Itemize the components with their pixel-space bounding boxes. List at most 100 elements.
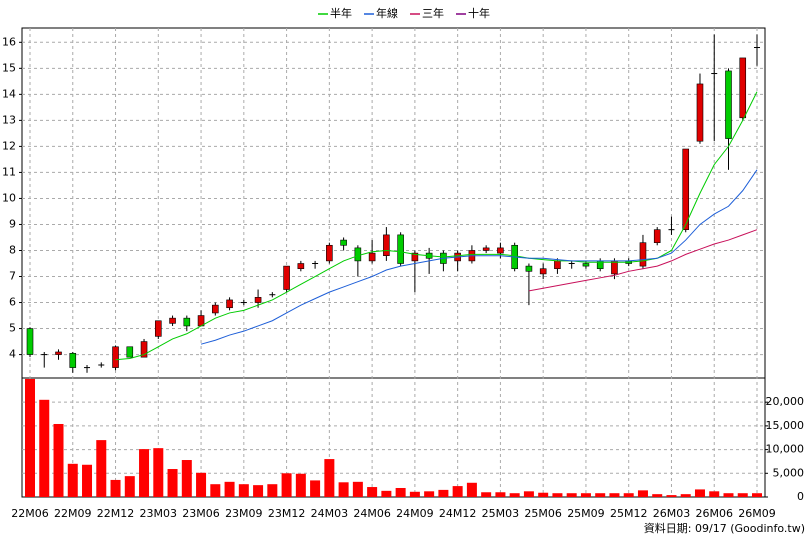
candle-body bbox=[126, 346, 134, 358]
candle-body bbox=[696, 83, 704, 142]
volume-bar bbox=[295, 473, 306, 497]
volume-bar bbox=[466, 482, 477, 497]
volume-bar bbox=[53, 423, 64, 497]
legend-label: 年線 bbox=[376, 6, 398, 20]
volume-bar bbox=[666, 495, 677, 497]
candle-body bbox=[725, 70, 732, 139]
volume-bar bbox=[167, 469, 178, 497]
y-tick-label: 11 bbox=[2, 165, 16, 178]
ma-line bbox=[528, 229, 758, 292]
x-tick-label: 26M03 bbox=[653, 507, 691, 520]
volume-bar bbox=[367, 487, 378, 497]
ma-line bbox=[200, 169, 758, 345]
y-tick-label: 4 bbox=[9, 348, 16, 361]
volume-tick-label: 5,000 bbox=[773, 466, 805, 479]
y-tick-label: 6 bbox=[9, 296, 16, 309]
volume-bar bbox=[752, 493, 762, 497]
volume-bar bbox=[595, 493, 606, 497]
volume-bar bbox=[523, 491, 534, 497]
candle-body bbox=[340, 239, 347, 246]
x-tick-label: 26M09 bbox=[738, 507, 776, 520]
candle-body bbox=[639, 242, 647, 267]
source-note: 資料日期: 09/17 (Goodinfo.tw) bbox=[644, 521, 805, 535]
volume-bar bbox=[637, 490, 648, 497]
candle-body bbox=[112, 346, 119, 368]
x-tick-label: 23M06 bbox=[182, 507, 220, 520]
volume-bar bbox=[395, 487, 406, 497]
candle-body bbox=[383, 234, 390, 256]
candle-body bbox=[653, 229, 661, 243]
candle-body bbox=[554, 260, 561, 270]
volume-bar bbox=[680, 494, 691, 497]
y-tick-label: 8 bbox=[9, 243, 16, 256]
y-tick-label: 10 bbox=[2, 191, 16, 204]
volume-bar bbox=[267, 484, 278, 497]
candle-body bbox=[26, 328, 34, 355]
candle-body bbox=[254, 297, 262, 303]
y-tick-label: 14 bbox=[2, 87, 16, 100]
candle-body bbox=[739, 57, 747, 119]
volume-bar bbox=[709, 491, 720, 497]
x-tick-label: 24M09 bbox=[396, 507, 434, 520]
candle-body bbox=[682, 148, 690, 230]
volume-bar bbox=[481, 492, 492, 497]
candle-body bbox=[69, 352, 77, 368]
volume-bar bbox=[424, 491, 435, 497]
volume-bar bbox=[623, 493, 634, 497]
candle-body bbox=[283, 265, 290, 290]
candle-body bbox=[539, 268, 547, 275]
candle-body bbox=[397, 234, 404, 264]
plot-frame bbox=[21, 27, 766, 498]
volume-bar bbox=[253, 485, 264, 497]
volume-bar bbox=[552, 493, 563, 497]
x-tick-label: 22M12 bbox=[97, 507, 135, 520]
candle-body bbox=[326, 244, 333, 262]
volume-bar bbox=[110, 479, 121, 497]
volume-bar bbox=[39, 399, 50, 497]
candle-body bbox=[354, 247, 362, 262]
volume-bar bbox=[338, 482, 349, 497]
volume-bar bbox=[210, 484, 221, 497]
legend-label: 半年 bbox=[330, 6, 352, 20]
volume-bar bbox=[438, 489, 449, 497]
volume-bar bbox=[96, 440, 107, 497]
candle-body bbox=[212, 304, 219, 314]
volume-bar bbox=[509, 493, 520, 497]
candle-body bbox=[183, 317, 191, 327]
x-tick-label: 23M09 bbox=[225, 507, 263, 520]
volume-bar bbox=[67, 463, 78, 497]
x-tick-label: 23M12 bbox=[268, 507, 306, 520]
y-tick-label: 9 bbox=[9, 217, 16, 230]
volume-bar bbox=[238, 484, 249, 497]
x-tick-label: 22M09 bbox=[54, 507, 92, 520]
candle-body bbox=[55, 351, 62, 355]
x-tick-label: 25M06 bbox=[524, 507, 562, 520]
volume-tick-label: 0 bbox=[797, 490, 804, 503]
volume-bar bbox=[580, 493, 591, 497]
volume-bar bbox=[196, 472, 207, 497]
candle-body bbox=[140, 341, 148, 358]
volume-tick-label: 20,000 bbox=[766, 395, 805, 408]
candle-body bbox=[611, 260, 618, 275]
volume-bar bbox=[694, 489, 705, 497]
volume-bar bbox=[566, 493, 577, 497]
volume-tick-label: 15,000 bbox=[766, 419, 805, 432]
volume-bar bbox=[381, 490, 392, 497]
y-tick-label: 16 bbox=[2, 35, 16, 48]
y-tick-label: 15 bbox=[2, 61, 16, 74]
x-tick-label: 24M03 bbox=[311, 507, 349, 520]
volume-bar bbox=[324, 459, 335, 497]
volume-bar bbox=[224, 481, 235, 497]
volume-bar bbox=[352, 481, 363, 497]
volume-bar bbox=[538, 492, 549, 497]
ma-line bbox=[115, 91, 758, 361]
x-tick-label: 24M12 bbox=[439, 507, 477, 520]
volume-bar bbox=[181, 460, 192, 497]
volume-bar bbox=[82, 464, 93, 497]
x-tick-label: 24M06 bbox=[353, 507, 391, 520]
candle-body bbox=[368, 252, 376, 262]
legend-label: 十年 bbox=[468, 6, 490, 20]
y-tick-label: 13 bbox=[2, 113, 16, 126]
